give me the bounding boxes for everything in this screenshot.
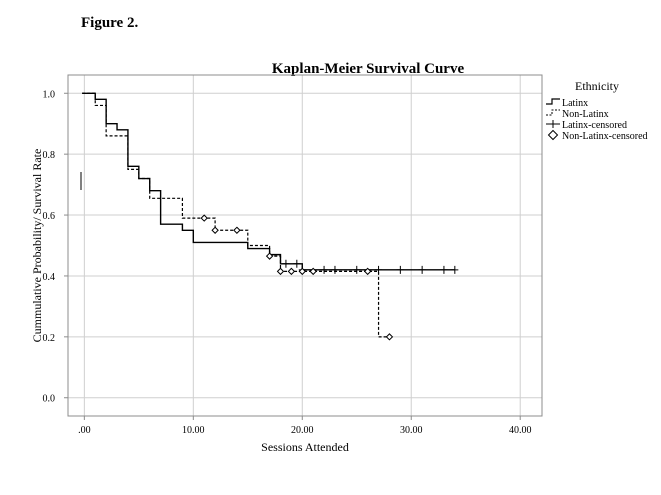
legend-swatch-non-latinx-censored (547, 129, 559, 141)
latinx-censored-marker (440, 265, 448, 274)
non-latinx-censored-marker (309, 267, 317, 276)
non-latinx-censored-marker (265, 252, 274, 260)
legend-entry-label: Latinx (562, 98, 588, 109)
non-latinx-censored-marker (276, 267, 285, 276)
x-tick-label: 30.00 (400, 425, 423, 436)
legend-swatch-latinx (546, 98, 560, 105)
legend-entry-label: Latinx-censored (562, 120, 627, 131)
x-tick-label: 20.00 (291, 425, 314, 436)
plot-frame (67, 74, 543, 417)
y-axis-label: Cummulative Probability/ Survival Rate (30, 149, 44, 343)
latinx-censored-marker (293, 259, 301, 268)
y-tick-label: 0.6 (43, 211, 56, 222)
figure-label: Figure 2. (81, 15, 139, 31)
non-latinx-censored-marker (287, 267, 296, 276)
latinx-censored-marker (451, 265, 459, 274)
legend-entry-label: Non-Latinx (562, 109, 609, 120)
y-tick-label: 0.4 (43, 272, 56, 283)
latinx-censored-marker (375, 265, 383, 274)
chart-title: Kaplan-Meier Survival Curve (272, 61, 465, 77)
x-tick-label: .00 (78, 425, 91, 436)
non-latinx-censored-marker (385, 333, 394, 341)
legend-title: Ethnicity (575, 79, 619, 93)
non-latinx-censored-marker (363, 267, 372, 276)
y-tick-label: 0.0 (43, 394, 56, 405)
legend-entry-label: Non-Latinx-censored (562, 131, 648, 142)
non-latinx-censored-marker (200, 214, 208, 222)
grid-lines (68, 75, 542, 416)
latinx-censored-marker (282, 259, 290, 268)
legend: Ethnicity LatinxNon-LatinxLatinx-censore… (546, 79, 648, 142)
latinx-censored-marker (418, 265, 426, 274)
latinx-curve (82, 92, 455, 271)
legend-swatch-latinx-censored (546, 120, 560, 128)
non-latinx-curve (82, 92, 390, 338)
latinx-censored-marker (396, 265, 404, 274)
non-latinx-censored-marker (298, 267, 306, 276)
y-tick-label: 0.8 (43, 150, 56, 161)
x-axis-label: Sessions Attended (261, 440, 349, 454)
y-tick-label: 0.2 (43, 333, 56, 344)
latinx-censored-marker (353, 265, 361, 274)
latinx-censored-marker (331, 265, 339, 274)
latinx-censored-marker (320, 265, 328, 274)
non-latinx-censored-marker (211, 226, 219, 234)
x-tick-label: 10.00 (182, 425, 205, 436)
legend-swatch-non-latinx (546, 109, 560, 116)
non-latinx-censored-marker (233, 226, 241, 234)
x-tick-label: 40.00 (509, 425, 532, 436)
y-tick-label: 1.0 (43, 89, 56, 100)
